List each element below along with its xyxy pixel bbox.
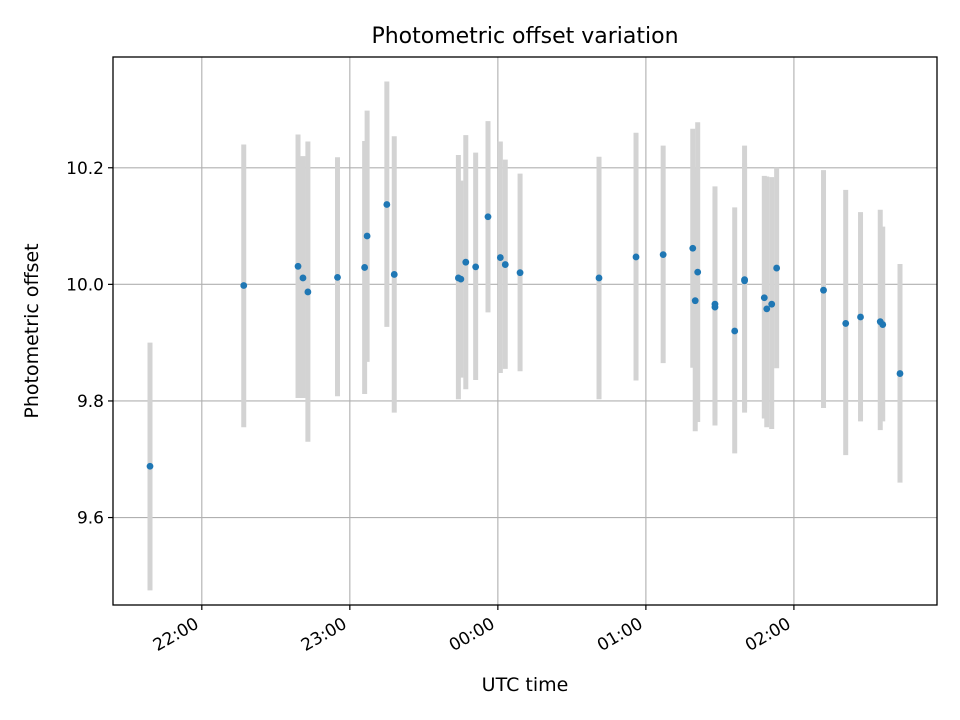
chart-title: Photometric offset variation bbox=[371, 24, 678, 49]
markers bbox=[146, 201, 904, 470]
y-axis-label: Photometric offset bbox=[21, 243, 43, 418]
data-point bbox=[694, 268, 702, 276]
data-point bbox=[501, 261, 509, 268]
data-point bbox=[363, 232, 371, 240]
data-point bbox=[763, 305, 771, 313]
data-point bbox=[768, 300, 776, 308]
data-point bbox=[896, 370, 904, 377]
data-point bbox=[773, 264, 781, 272]
data-point bbox=[731, 327, 739, 335]
data-point bbox=[299, 274, 307, 282]
data-point bbox=[595, 274, 603, 282]
data-point bbox=[842, 320, 850, 327]
data-point bbox=[294, 262, 302, 270]
x-axis-label: UTC time bbox=[482, 674, 569, 696]
data-point bbox=[457, 275, 465, 283]
data-point bbox=[632, 253, 640, 261]
data-point bbox=[857, 313, 864, 321]
data-point bbox=[146, 462, 154, 470]
data-point bbox=[689, 244, 697, 252]
data-point bbox=[741, 277, 748, 285]
data-point bbox=[334, 273, 341, 281]
data-point bbox=[760, 294, 768, 302]
y-axis: 9.6 9.8 10.0 10.2 bbox=[66, 159, 113, 529]
data-point bbox=[484, 213, 492, 221]
y-tick-label: 10.2 bbox=[66, 159, 104, 179]
data-point bbox=[304, 288, 312, 296]
plot-area-frame bbox=[112, 56, 938, 606]
y-tick-label: 9.6 bbox=[77, 509, 104, 529]
y-tick-label: 10.0 bbox=[66, 275, 104, 295]
data-point bbox=[820, 286, 827, 294]
data-point bbox=[240, 282, 248, 289]
data-point bbox=[691, 297, 699, 305]
data-point bbox=[472, 263, 480, 271]
data-point bbox=[879, 321, 887, 328]
data-point bbox=[361, 264, 369, 271]
data-point bbox=[383, 201, 391, 208]
y-tick-label: 9.8 bbox=[77, 392, 104, 412]
data-point bbox=[711, 303, 719, 311]
data-point bbox=[659, 251, 667, 259]
data-point bbox=[516, 269, 524, 277]
data-point bbox=[496, 254, 504, 261]
data-point bbox=[462, 258, 470, 266]
data-point bbox=[390, 271, 398, 278]
